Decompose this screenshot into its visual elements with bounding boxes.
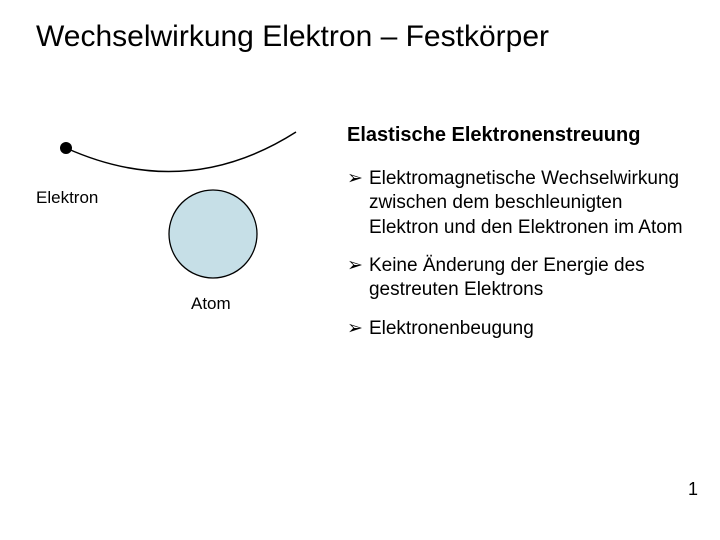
- electron-trajectory: [66, 132, 296, 172]
- bullet-1: ➢ Elektromagnetische Wechselwirkung zwis…: [347, 167, 684, 240]
- slide-title: Wechselwirkung Elektron – Festkörper: [36, 20, 684, 54]
- electron-dot: [60, 142, 72, 154]
- bullet-text: Elektronenbeugung: [369, 317, 534, 341]
- electron-label: Elektron: [36, 188, 98, 208]
- diagram-column: Elektron Atom: [36, 124, 347, 374]
- scattering-diagram: [36, 124, 376, 364]
- subtitle: Elastische Elektronenstreuung: [347, 124, 684, 147]
- atom-circle: [169, 190, 257, 278]
- bullet-3: ➢ Elektronenbeugung: [347, 317, 684, 341]
- bullet-text: Keine Änderung der Energie des gestreute…: [369, 254, 684, 303]
- content-area: Elektron Atom Elastische Elektronenstreu…: [36, 124, 684, 374]
- slide: Wechselwirkung Elektron – Festkörper Ele…: [0, 0, 720, 540]
- page-number: 1: [688, 479, 698, 500]
- bullet-text: Elektromagnetische Wechselwirkung zwisch…: [369, 167, 684, 240]
- bullet-2: ➢ Keine Änderung der Energie des gestreu…: [347, 254, 684, 303]
- atom-label: Atom: [191, 294, 231, 314]
- text-column: Elastische Elektronenstreuung ➢ Elektrom…: [347, 124, 684, 374]
